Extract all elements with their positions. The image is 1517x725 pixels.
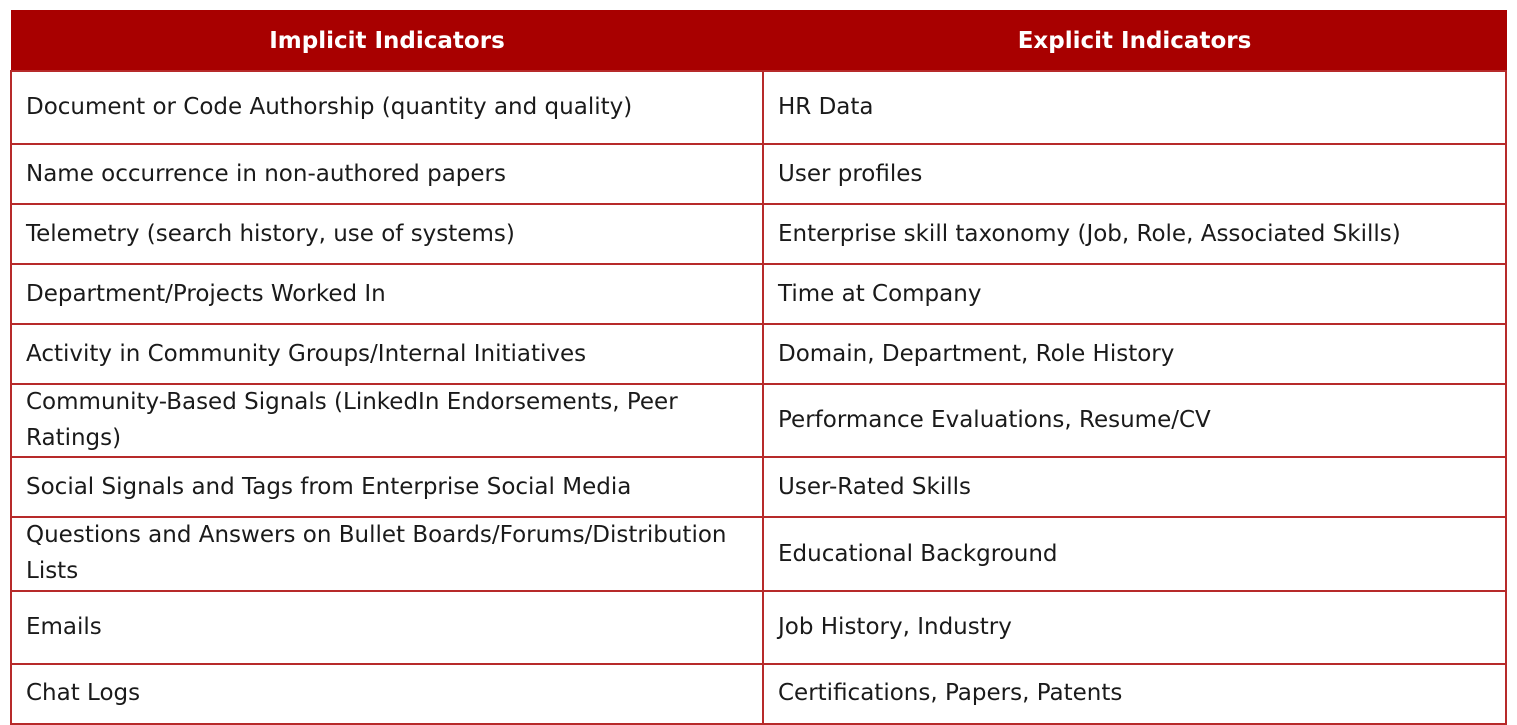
table-header-row: Implicit Indicators Explicit Indicators	[10, 10, 1507, 72]
explicit-indicator-cell: User-Rated Skills	[762, 456, 1507, 519]
indicators-table: Implicit Indicators Explicit Indicators …	[10, 10, 1507, 725]
implicit-indicator-cell: Telemetry (search history, use of system…	[10, 203, 764, 265]
explicit-indicator-cell: Certifications, Papers, Patents	[762, 662, 1507, 725]
implicit-indicator-cell: Name occurrence in non-authored papers	[10, 143, 764, 205]
explicit-indicator-cell: Time at Company	[762, 263, 1507, 325]
table-row: Document or Code Authorship (quantity an…	[10, 70, 1507, 145]
table-row: Activity in Community Groups/Internal In…	[10, 323, 1507, 385]
table-row: Chat Logs Certifications, Papers, Patent…	[10, 662, 1507, 725]
table-row: Name occurrence in non-authored papers U…	[10, 143, 1507, 205]
explicit-indicator-cell: User profiles	[762, 143, 1507, 205]
indicators-table-container: Implicit Indicators Explicit Indicators …	[10, 10, 1507, 725]
implicit-indicator-cell: Chat Logs	[10, 662, 764, 725]
implicit-indicator-cell: Department/Projects Worked In	[10, 263, 764, 325]
explicit-indicator-cell: HR Data	[762, 70, 1507, 145]
table-row: Questions and Answers on Bullet Boards/F…	[10, 516, 1507, 592]
implicit-indicator-cell: Document or Code Authorship (quantity an…	[10, 70, 764, 145]
explicit-indicator-cell: Performance Evaluations, Resume/CV	[762, 382, 1507, 459]
implicit-indicator-cell: Emails	[10, 589, 764, 665]
table-row: Emails Job History, Industry	[10, 589, 1507, 665]
implicit-indicator-cell: Social Signals and Tags from Enterprise …	[10, 456, 764, 519]
explicit-indicator-cell: Job History, Industry	[762, 589, 1507, 665]
implicit-indicator-cell: Community-Based Signals (LinkedIn Endors…	[10, 382, 764, 459]
table-row: Social Signals and Tags from Enterprise …	[10, 456, 1507, 519]
explicit-indicator-cell: Domain, Department, Role History	[762, 323, 1507, 385]
table-row: Community-Based Signals (LinkedIn Endors…	[10, 382, 1507, 459]
table-row: Telemetry (search history, use of system…	[10, 203, 1507, 265]
explicit-indicator-cell: Enterprise skill taxonomy (Job, Role, As…	[762, 203, 1507, 265]
explicit-indicator-cell: Educational Background	[762, 516, 1507, 592]
header-explicit-indicators: Explicit Indicators	[762, 10, 1507, 72]
implicit-indicator-cell: Activity in Community Groups/Internal In…	[10, 323, 764, 385]
implicit-indicator-cell: Questions and Answers on Bullet Boards/F…	[10, 516, 764, 592]
table-row: Department/Projects Worked In Time at Co…	[10, 263, 1507, 325]
header-implicit-indicators: Implicit Indicators	[10, 10, 764, 72]
